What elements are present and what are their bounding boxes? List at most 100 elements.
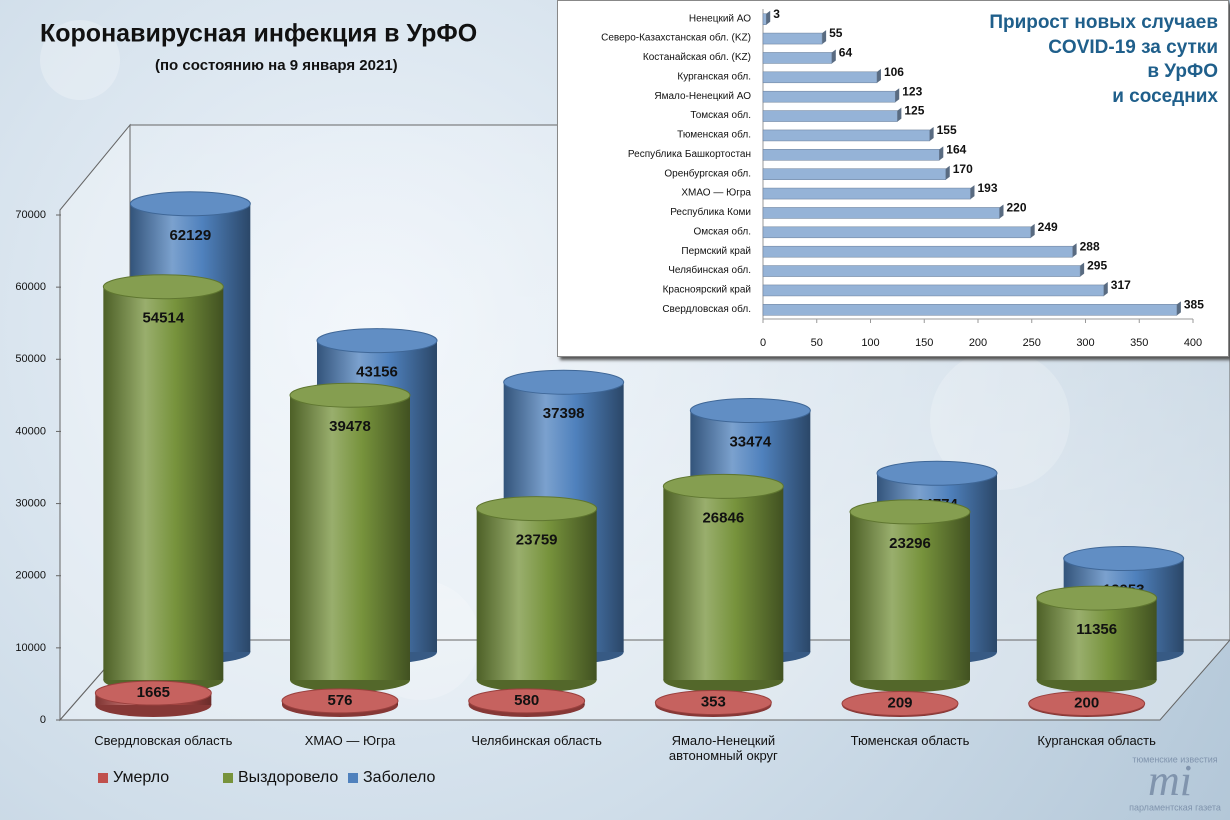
legend-swatch (98, 773, 108, 783)
y-tick-label: 50000 (15, 353, 46, 365)
cylinder-top (94, 680, 212, 706)
y-tick-label: 40000 (15, 425, 46, 437)
inset-title: Прирост новых случаев COVID-19 за сутки … (989, 12, 1218, 108)
x-tick-label: Свердловская область (94, 733, 233, 748)
y-tick-label: Северо-Казахстанская обл. (KZ) (601, 32, 751, 44)
y-tick-label: Республика Коми (670, 206, 751, 218)
value-label: 164 (946, 142, 966, 156)
x-tick-label: Ямало-Ненецкий автономный округ (668, 733, 778, 763)
value-label: 62129 (169, 227, 211, 244)
value-label: 64 (839, 46, 853, 60)
y-tick-label: ХМАО — Югра (681, 188, 751, 199)
cylinder-top (476, 496, 598, 522)
bar (762, 129, 930, 142)
cylinder-top (876, 460, 998, 486)
bar (762, 13, 767, 25)
value-label: 385 (1184, 297, 1204, 311)
cylinder (290, 395, 410, 680)
cylinder-top (1028, 691, 1146, 717)
chart-title: Коронавирусная инфекция в УрФО (40, 20, 477, 48)
bar-depth (1103, 281, 1108, 296)
x-tick-label: 100 (861, 337, 879, 349)
y-tick-label: Ненецкий АО (689, 13, 751, 24)
legend-swatch (348, 773, 358, 783)
bar-depth (1176, 301, 1181, 316)
bar-depth (1030, 223, 1035, 238)
x-tick-label: 150 (915, 337, 933, 349)
bar (762, 71, 878, 84)
value-label: 106 (884, 65, 904, 79)
cylinder (1036, 598, 1157, 680)
bar-depth (970, 185, 975, 200)
x-tick-label: 400 (1184, 337, 1202, 349)
y-tick-label: Томская обл. (690, 109, 751, 121)
bar-depth (766, 10, 771, 25)
cylinder-top (841, 690, 959, 716)
value-label: 54514 (142, 310, 184, 327)
bar (762, 265, 1081, 277)
bar (762, 168, 946, 180)
bar-depth (945, 165, 950, 180)
x-tick-label: 200 (969, 337, 987, 349)
value-label: 209 (887, 694, 912, 711)
y-tick-label: 20000 (15, 570, 46, 582)
bar (762, 32, 823, 45)
bar (762, 245, 1073, 258)
bar-depth (831, 49, 836, 64)
y-tick-label: Омская обл. (694, 225, 751, 237)
value-label: 23759 (516, 532, 558, 549)
cylinder-top (1063, 546, 1185, 572)
value-label: 295 (1087, 259, 1107, 273)
value-label: 249 (1038, 220, 1058, 234)
value-label: 220 (1007, 201, 1027, 215)
bar-depth (822, 30, 827, 45)
y-tick-label: Курганская обл. (677, 70, 751, 82)
y-tick-label: Пермский край (681, 246, 751, 257)
x-tick-label: Курганская область (1037, 733, 1156, 748)
legend-swatch (223, 773, 233, 783)
value-label: 155 (937, 123, 957, 137)
x-tick-label: 0 (760, 337, 766, 349)
cylinder-top (316, 328, 438, 354)
y-tick-label: Республика Башкортостан (628, 148, 751, 160)
value-label: 26846 (702, 509, 744, 526)
cylinder-top (289, 382, 411, 408)
cylinder-top (281, 688, 399, 714)
y-tick-label: Челябинская обл. (668, 264, 751, 276)
value-label: 170 (953, 162, 973, 176)
y-tick-label: 70000 (15, 209, 46, 221)
watermark: парламентская газета (1129, 802, 1221, 812)
bar (762, 52, 833, 64)
x-tick-label: 250 (1023, 337, 1041, 349)
y-tick-label: 10000 (15, 642, 46, 654)
bar-depth (999, 204, 1004, 219)
legend-label: Выздоровело (238, 769, 338, 786)
bar-depth (939, 146, 944, 161)
bar (762, 226, 1031, 239)
cylinder (850, 511, 970, 680)
x-tick-label: Челябинская область (471, 733, 602, 748)
cylinder-top (129, 191, 251, 217)
cylinder (103, 286, 224, 680)
value-label: 55 (829, 26, 843, 40)
value-label: 23296 (889, 535, 931, 552)
inset-chart: 0 50 100 150 200 250 300 350 400 Ненецкий АО 3 Севе… (557, 0, 1229, 357)
legend-label: Умерло (113, 769, 169, 786)
cylinder-top (102, 274, 224, 300)
cylinder-top (503, 369, 625, 395)
value-label: 33474 (729, 433, 771, 450)
bar (762, 207, 1000, 219)
value-label: 193 (977, 181, 997, 195)
value-label: 39478 (329, 418, 371, 435)
bar-depth (1080, 262, 1085, 277)
bar-depth (1072, 243, 1077, 258)
value-label: 37398 (543, 405, 585, 422)
inset-svg: 0 50 100 150 200 250 300 350 400 Ненецкий АО 3 Севе… (601, 7, 1204, 349)
bar-depth (895, 88, 900, 103)
value-label: 125 (904, 104, 924, 118)
cylinder (663, 486, 784, 680)
bar-depth (929, 126, 934, 141)
y-tick-label: 60000 (15, 281, 46, 293)
